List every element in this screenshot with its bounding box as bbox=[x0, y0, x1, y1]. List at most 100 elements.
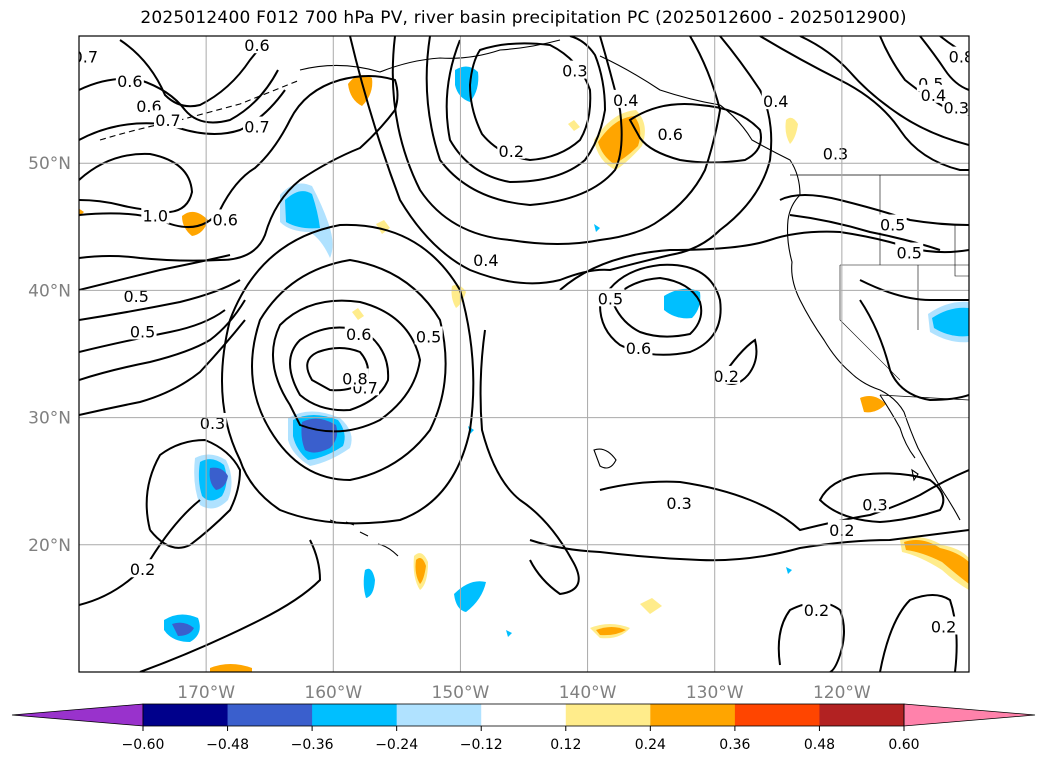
pv-contour-line bbox=[599, 469, 969, 532]
pv-label-text: 0.5 bbox=[897, 244, 922, 263]
colorbar-tick-label: −0.36 bbox=[291, 737, 334, 753]
pv-label: 0.4 bbox=[471, 250, 500, 270]
pv-contour-line bbox=[425, 36, 623, 207]
shade-blob bbox=[904, 540, 969, 584]
shade-blob bbox=[415, 558, 426, 584]
pv-label: 0.5 bbox=[128, 321, 157, 341]
pv-label-text: 0.5 bbox=[880, 216, 905, 235]
pv-label-bg bbox=[211, 209, 240, 228]
pv-label: 0.2 bbox=[802, 599, 831, 620]
lon-label: 150°W bbox=[432, 683, 490, 703]
shade-blob bbox=[932, 307, 969, 337]
colorbar-tick-label: 0.24 bbox=[635, 737, 666, 753]
pv-label-text: 0.7 bbox=[73, 48, 98, 67]
pv-label: 0.6 bbox=[624, 337, 653, 358]
pv-label-bg bbox=[243, 116, 271, 135]
pv-label-text: 0.8 bbox=[949, 48, 974, 67]
pv-label-bg bbox=[624, 337, 653, 356]
pv-label: 0.5 bbox=[895, 242, 924, 263]
shade-blob bbox=[506, 630, 512, 637]
lat-label: 40°N bbox=[28, 281, 71, 301]
colorbar-bin bbox=[819, 704, 905, 726]
pv-label-bg bbox=[878, 214, 907, 233]
pv-label-bg bbox=[79, 46, 100, 65]
pv-label: 0.6 bbox=[656, 124, 685, 144]
pv-label-text: 0.2 bbox=[713, 367, 738, 386]
pv-label-bg bbox=[243, 36, 271, 54]
pv-label-bg bbox=[128, 321, 157, 340]
pv-contour-line bbox=[529, 529, 969, 562]
pv-label-text: 0.3 bbox=[562, 62, 587, 81]
pv-label-bg bbox=[154, 110, 182, 129]
pv-label-text: 0.6 bbox=[244, 36, 269, 55]
pv-label-text: 0.6 bbox=[626, 339, 651, 358]
pv-label-text: 0.5 bbox=[123, 287, 148, 306]
shade-blob bbox=[786, 567, 792, 574]
pv-contour-line bbox=[79, 309, 226, 353]
pv-label: 0.6 bbox=[344, 323, 373, 344]
colorbar-bin bbox=[312, 704, 398, 726]
colorbar-extend-over bbox=[903, 703, 1036, 727]
colorbar-tick-label: 0.48 bbox=[804, 737, 835, 753]
colorbar-bin bbox=[650, 704, 736, 726]
pv-label: 0.3 bbox=[198, 412, 227, 433]
pv-label-bg bbox=[128, 559, 157, 578]
pv-label-bg bbox=[947, 46, 969, 65]
colorbar: −0.60 −0.48 −0.36 −0.24 −0.12 0.12 0.24 0.36 0.4… bbox=[11, 703, 1036, 753]
pv-contour-line bbox=[391, 36, 722, 245]
pv-label-bg bbox=[895, 242, 924, 261]
colorbar-tick-label: 0.12 bbox=[550, 737, 581, 753]
pv-label: 0.6 bbox=[115, 70, 144, 91]
shade-blob bbox=[454, 581, 486, 612]
pv-label-bg bbox=[712, 365, 741, 384]
pv-label: 0.2 bbox=[497, 140, 526, 161]
pv-label-bg bbox=[344, 323, 373, 342]
pv-label-bg bbox=[802, 599, 831, 618]
pv-contour-line bbox=[779, 194, 969, 226]
shade-blob bbox=[301, 418, 338, 453]
shade-blob bbox=[182, 211, 208, 236]
longitude-labels: 170°W 160°W 150°W 140°W 130°W 120°W bbox=[177, 683, 871, 703]
pv-label: 0.2 bbox=[128, 559, 157, 579]
pv-label: 0.8 bbox=[340, 368, 369, 388]
pv-label-text: 0.6 bbox=[212, 210, 237, 229]
colorbar-tick-label: 0.60 bbox=[888, 737, 919, 753]
coastline-alaska bbox=[299, 39, 561, 73]
pv-label: 0.4 bbox=[611, 89, 640, 110]
pv-contour-line bbox=[818, 472, 945, 524]
pv-label-text: 0.2 bbox=[499, 142, 524, 161]
pv-contour-line bbox=[289, 326, 390, 412]
pv-label: 0.7 bbox=[154, 110, 182, 130]
pv-label-bg bbox=[761, 91, 790, 110]
lon-label: 170°W bbox=[177, 683, 235, 703]
pv-contour-line bbox=[777, 601, 845, 672]
shade-blob bbox=[594, 224, 600, 232]
pv-contour-line bbox=[79, 254, 231, 291]
pv-label-text: 0.6 bbox=[657, 125, 682, 144]
pv-label-bg bbox=[560, 60, 589, 79]
shade-blob bbox=[785, 117, 798, 144]
pv-label-bg bbox=[115, 70, 144, 89]
pv-label: 0.2 bbox=[929, 616, 958, 636]
pv-label: 0.5 bbox=[596, 288, 625, 308]
shade-blob bbox=[640, 598, 662, 614]
pv-label-bg bbox=[929, 616, 958, 635]
pv-label: 0.3 bbox=[560, 60, 589, 81]
pv-label-bg bbox=[471, 250, 500, 269]
colorbar-tick-label: −0.12 bbox=[460, 737, 503, 753]
pv-contour-line bbox=[271, 299, 422, 433]
pv-label: 0.6 bbox=[211, 209, 240, 229]
colorbar-outline bbox=[142, 703, 905, 727]
shade-blob bbox=[363, 568, 375, 598]
pv-label-text: 0.2 bbox=[804, 601, 829, 620]
lon-label: 160°W bbox=[304, 683, 362, 703]
shade-blob bbox=[172, 622, 194, 636]
pv-label-bg bbox=[611, 89, 640, 108]
pv-label-text: 0.3 bbox=[200, 414, 225, 433]
pv-contour-line bbox=[468, 42, 592, 162]
pv-label: 0.5 bbox=[414, 326, 443, 346]
pv-label-text: 0.7 bbox=[155, 111, 180, 130]
pv-label: 0.5 bbox=[878, 214, 907, 235]
pv-label: 0.4 bbox=[761, 91, 790, 111]
pv-contour-line bbox=[79, 279, 241, 321]
